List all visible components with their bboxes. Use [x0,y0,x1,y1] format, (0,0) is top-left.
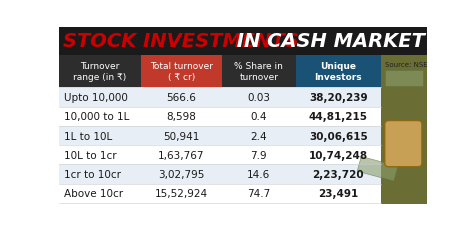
Text: 23,491: 23,491 [318,188,358,199]
Text: 30,06,615: 30,06,615 [309,131,368,141]
Text: 44,81,215: 44,81,215 [309,112,368,122]
Text: 2.4: 2.4 [250,131,267,141]
Text: 1,63,767: 1,63,767 [158,150,205,160]
Bar [59,88,381,107]
Bar [59,27,427,56]
Text: 50,941: 50,941 [163,131,200,141]
Text: 0.4: 0.4 [251,112,267,122]
Bar [59,146,381,165]
Text: 15,52,924: 15,52,924 [155,188,208,199]
Bar [381,56,427,204]
Text: Above 10cr: Above 10cr [64,188,123,199]
Text: 10,000 to 1L: 10,000 to 1L [64,112,129,122]
Bar [59,126,381,146]
Text: 3,02,795: 3,02,795 [158,169,204,179]
Text: 38,20,239: 38,20,239 [309,93,367,103]
Bar [381,56,427,204]
Text: % Share in
turnover: % Share in turnover [234,62,283,82]
Text: Source: NSE: Source: NSE [385,62,428,68]
Bar [59,56,141,88]
Text: 1L to 10L: 1L to 10L [64,131,112,141]
Text: 2,23,720: 2,23,720 [312,169,364,179]
Text: 10L to 1cr: 10L to 1cr [64,150,117,160]
Text: 14.6: 14.6 [247,169,271,179]
Text: 10,74,248: 10,74,248 [309,150,368,160]
Text: Upto 10,000: Upto 10,000 [64,93,128,103]
Text: STOCK INVESTMENTS: STOCK INVESTMENTS [63,32,299,51]
Text: 8,598: 8,598 [166,112,196,122]
Bar [59,184,381,203]
Bar [222,56,296,88]
Text: Unique
Investors: Unique Investors [314,62,362,82]
Bar [59,165,381,184]
Text: 7.9: 7.9 [250,150,267,160]
Bar [357,157,398,181]
Bar [296,56,381,88]
Bar [59,107,381,126]
Text: 74.7: 74.7 [247,188,271,199]
Text: Total turnover
( ₹ cr): Total turnover ( ₹ cr) [150,62,213,82]
Bar [141,56,222,88]
Text: IN CASH MARKET: IN CASH MARKET [230,32,425,51]
Bar [385,71,423,87]
Text: Turnover
range (in ₹): Turnover range (in ₹) [73,62,127,82]
Text: 0.03: 0.03 [247,93,270,103]
Text: 1cr to 10cr: 1cr to 10cr [64,169,121,179]
FancyBboxPatch shape [385,121,422,167]
Text: 566.6: 566.6 [166,93,196,103]
